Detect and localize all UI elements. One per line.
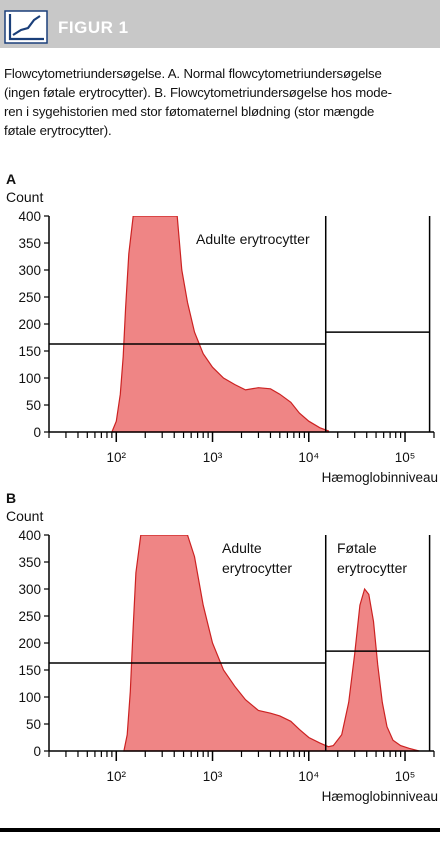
y-tick-label: 0 (33, 744, 41, 759)
y-tick-label: 100 (18, 690, 41, 705)
caption-line: ren i sygehistorien med stor føtomaterne… (4, 104, 375, 119)
figure-header-bar: FIGUR 1 (0, 0, 440, 48)
x-axis-label: Hæmoglobinniveau (322, 470, 438, 485)
y-tick-label: 150 (18, 663, 41, 678)
x-tick-label: 10⁵ (395, 450, 416, 465)
line-chart-icon (4, 10, 48, 44)
y-tick-label: 300 (18, 582, 41, 597)
y-tick-label: 350 (18, 236, 41, 251)
x-tick-label: 10⁴ (298, 450, 319, 465)
y-tick-label: 350 (18, 555, 41, 570)
caption-line: (ingen føtale erytrocytter). B. Flowcyto… (4, 85, 392, 100)
y-tick-label: 50 (26, 398, 41, 413)
y-tick-label: 100 (18, 371, 41, 386)
x-axis-label: Hæmoglobinniveau (322, 789, 438, 804)
y-tick-label: 400 (18, 209, 41, 224)
chart-annotation: Føtale (337, 540, 377, 556)
y-tick-label: 0 (33, 425, 41, 440)
panel-label: A (6, 171, 16, 187)
x-tick-label: 10² (107, 769, 127, 784)
histogram-panel-a: A Count 0 50 100 150 200 250 300 350 400 10² 10³ 10⁴ 1… (6, 171, 438, 485)
figure-label: FIGUR 1 (58, 18, 129, 37)
y-tick-label: 200 (18, 317, 41, 332)
chart-annotation: Adulte (222, 540, 262, 556)
y-tick-label: 400 (18, 528, 41, 543)
panel-label: B (6, 490, 16, 506)
chart-annotation: Adulte erytrocytter (196, 231, 310, 247)
x-tick-label: 10⁵ (395, 769, 416, 784)
x-tick-label: 10³ (203, 450, 223, 465)
y-tick-label: 250 (18, 290, 41, 305)
y-axis-label: Count (6, 508, 43, 524)
histogram-area (123, 535, 420, 752)
caption-line: Flowcytometriundersøgelse. A. Normal flo… (4, 66, 382, 81)
histogram-panel-b: B Count 0 50 100 150 200 250 300 350 400 10² 10³ 10⁴ 1… (6, 490, 438, 804)
footer-rule (0, 828, 440, 832)
x-tick-label: 10² (107, 450, 127, 465)
y-tick-label: 300 (18, 263, 41, 278)
y-tick-label: 200 (18, 636, 41, 651)
y-tick-label: 50 (26, 717, 41, 732)
figure-caption: Flowcytometriundersøgelse. A. Normal flo… (4, 64, 440, 140)
chart-annotation: erytrocytter (337, 560, 407, 576)
x-tick-label: 10⁴ (298, 769, 319, 784)
x-tick-label: 10³ (203, 769, 223, 784)
caption-line: føtale erytrocytter). (4, 123, 112, 138)
y-tick-label: 150 (18, 344, 41, 359)
y-tick-label: 250 (18, 609, 41, 624)
chart-annotation: erytrocytter (222, 560, 292, 576)
y-axis-label: Count (6, 189, 43, 205)
histogram-area (111, 216, 329, 433)
